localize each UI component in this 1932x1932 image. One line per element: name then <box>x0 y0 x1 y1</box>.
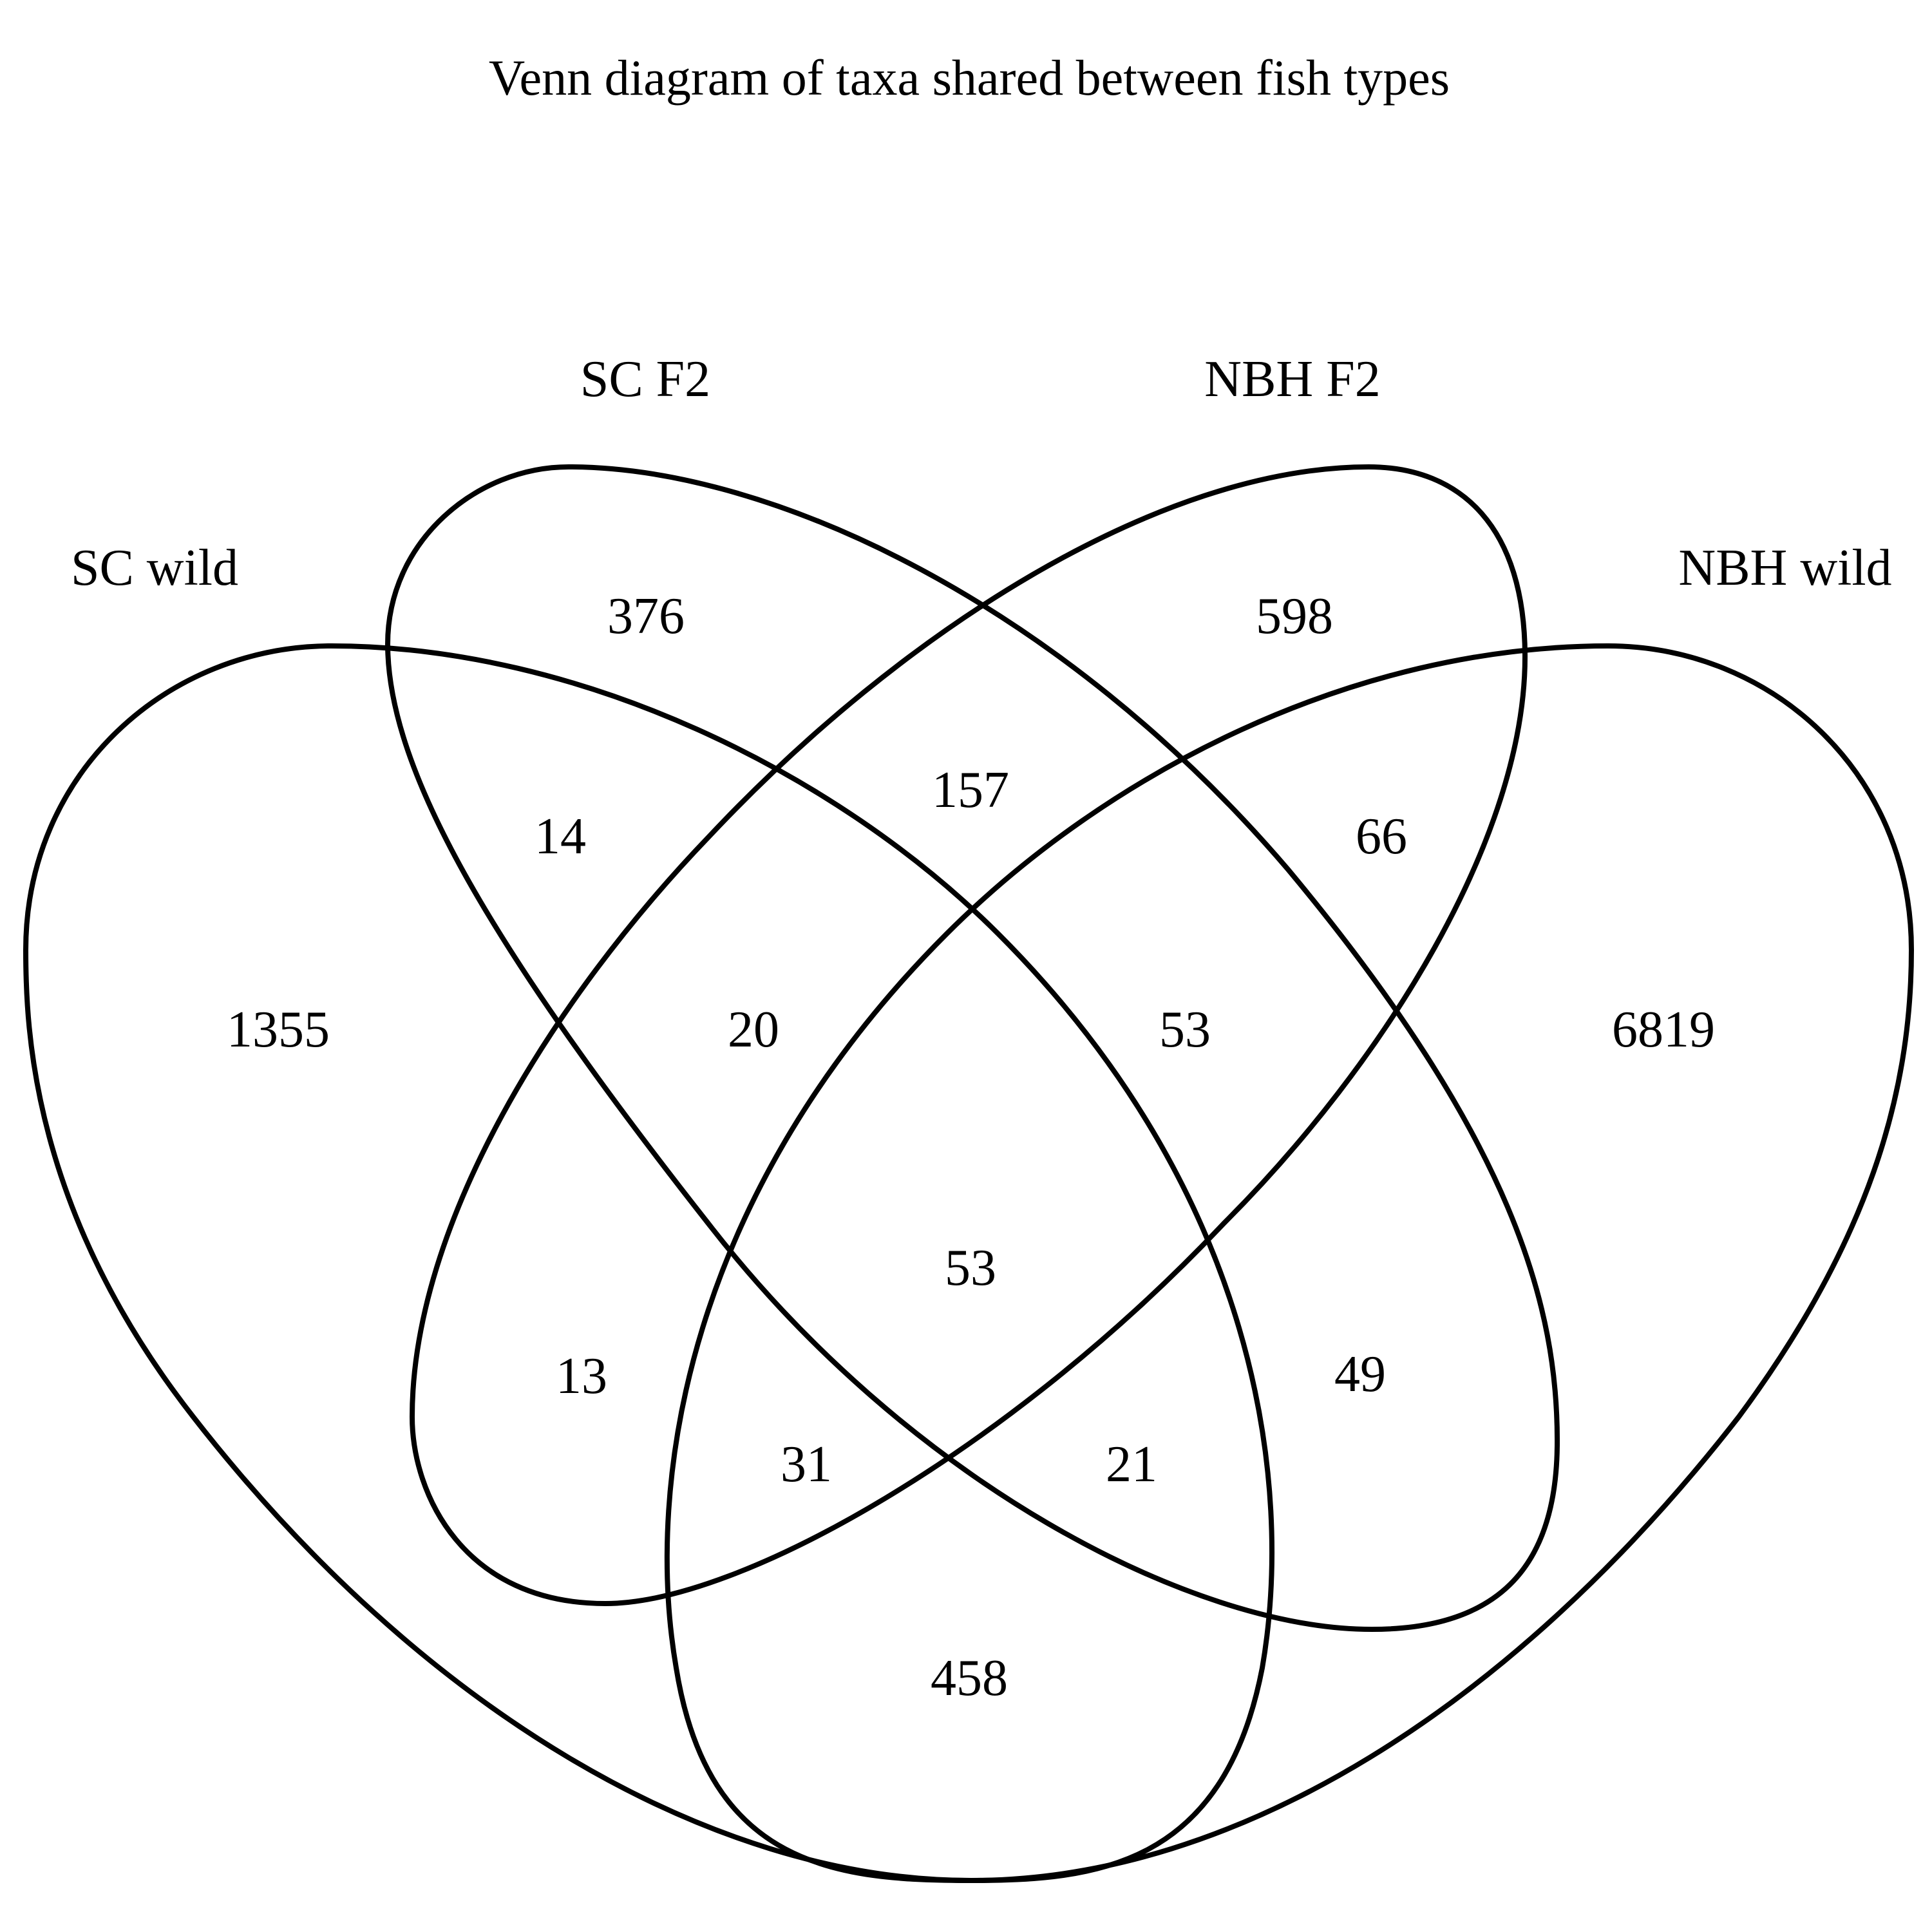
count-sc-wild-sc-f2-nbh-wild: 21 <box>1106 1436 1157 1493</box>
count-nbh-wild-only: 6819 <box>1612 1001 1715 1058</box>
set-label-nbh-wild: NBH wild <box>1678 540 1891 596</box>
count-sc-wild-sc-f2-nbh-f2: 20 <box>728 1001 779 1058</box>
set-label-sc-f2: SC F2 <box>580 351 710 408</box>
count-sc-f2-nbh-f2: 157 <box>932 762 1009 819</box>
ellipse-sc-f2 <box>384 464 1560 1633</box>
count-sc-f2-nbh-wild: 49 <box>1334 1346 1386 1403</box>
count-all-four: 53 <box>945 1240 996 1296</box>
count-sc-f2-only: 376 <box>607 588 685 645</box>
set-label-nbh-f2: NBH F2 <box>1204 351 1380 408</box>
count-sc-wild-only: 1355 <box>227 1001 330 1058</box>
set-label-sc-wild: SC wild <box>71 540 238 596</box>
count-nbh-f2-nbh-wild: 66 <box>1356 808 1407 865</box>
count-nbh-f2-only: 598 <box>1256 588 1333 645</box>
count-sc-wild-sc-f2: 14 <box>535 808 586 865</box>
count-sc-wild-nbh-wild: 458 <box>931 1650 1008 1707</box>
ellipse-sc-wild <box>23 643 1275 1884</box>
count-sc-wild-nbh-f2: 13 <box>556 1348 607 1405</box>
count-sc-f2-nbh-f2-nbh-wild: 53 <box>1159 1001 1211 1058</box>
ellipse-nbh-f2 <box>409 464 1528 1607</box>
diagram-title: Venn diagram of taxa shared between fish… <box>489 50 1450 106</box>
ellipse-nbh-wild <box>664 643 1915 1884</box>
count-sc-wild-nbh-f2-nbh-wild: 31 <box>781 1436 832 1493</box>
